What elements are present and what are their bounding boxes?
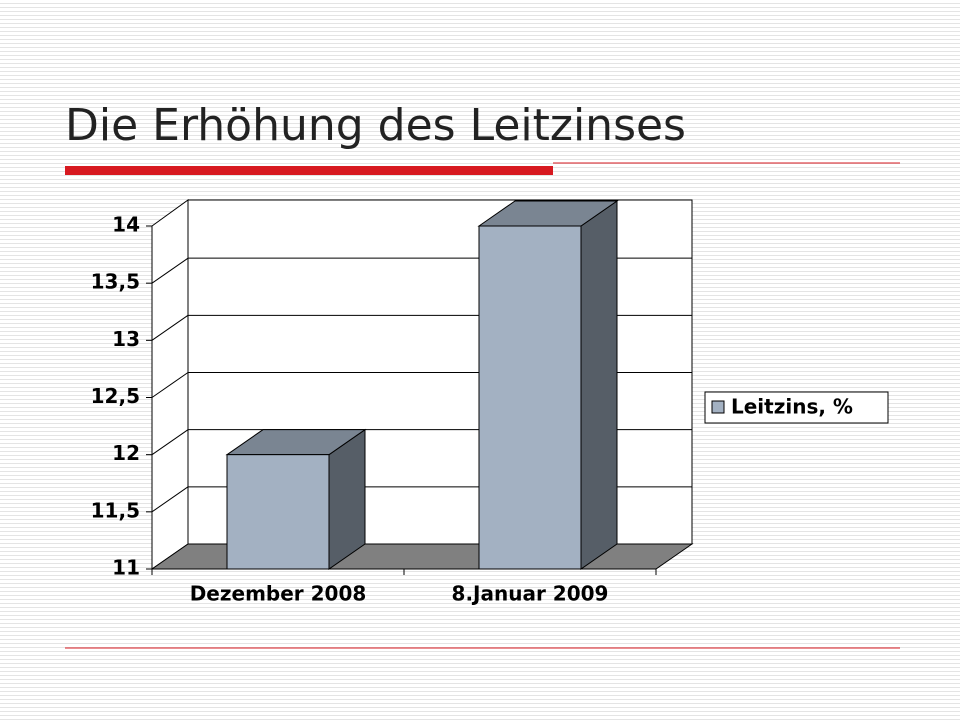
bar xyxy=(478,225,582,570)
grid-line xyxy=(151,314,189,341)
grid-line xyxy=(151,372,189,398)
y-tick-label: 12 xyxy=(112,441,140,465)
grid-line xyxy=(151,486,189,513)
y-tick-label: 13,5 xyxy=(91,270,140,294)
y-tick-label: 11,5 xyxy=(91,498,140,522)
y-tick-label: 14 xyxy=(112,213,140,237)
y-tick-label: 11 xyxy=(112,556,140,580)
legend xyxy=(704,391,889,424)
grid-line xyxy=(151,257,189,284)
y-tick-label: 12,5 xyxy=(91,384,140,408)
legend-label: Leitzins, % xyxy=(731,395,853,419)
x-tick-label: 8.Januar 2009 xyxy=(452,582,609,606)
y-tick-label: 13 xyxy=(112,327,140,351)
legend-swatch xyxy=(711,400,725,414)
title-accent xyxy=(65,166,553,175)
slide-title: Die Erhöhung des Leitzinses xyxy=(65,100,686,151)
grid-line xyxy=(151,429,189,456)
bar xyxy=(226,454,330,570)
bar-side xyxy=(580,200,618,570)
x-tick-label: Dezember 2008 xyxy=(190,582,367,606)
